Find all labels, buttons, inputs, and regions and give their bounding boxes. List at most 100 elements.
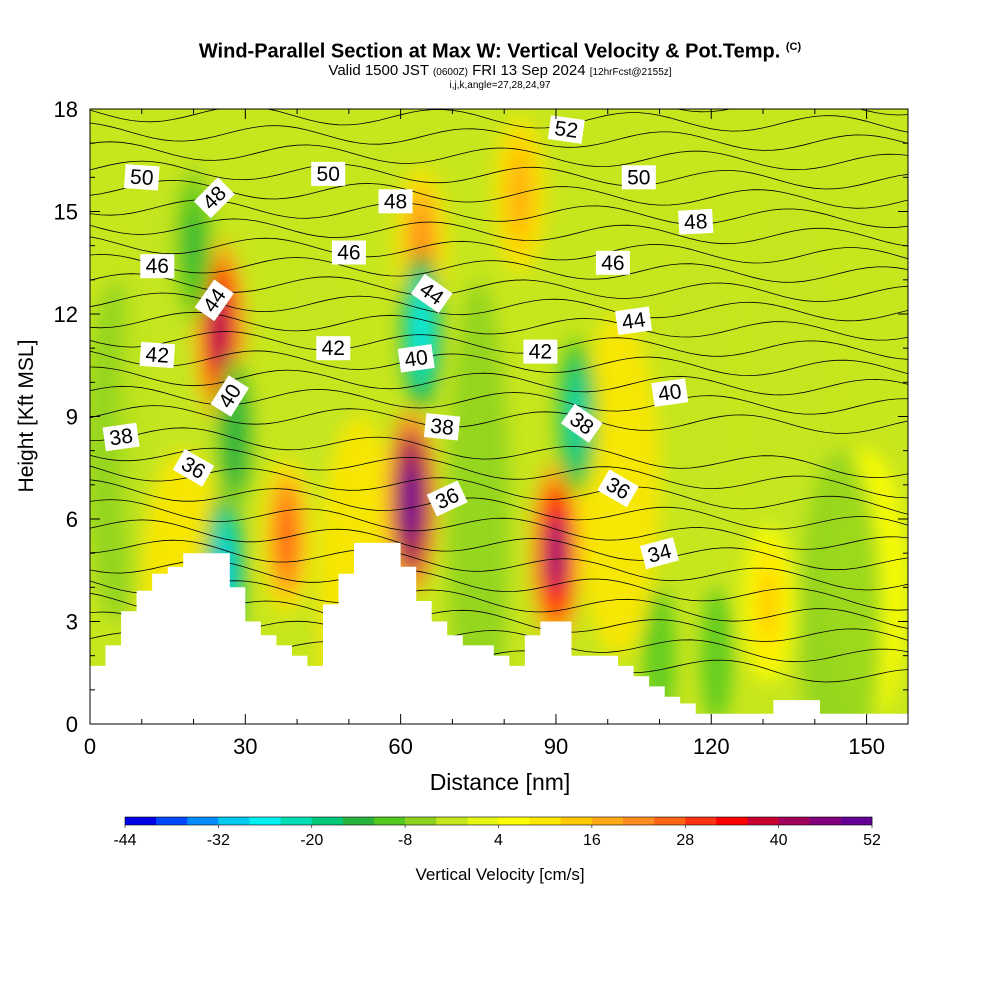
colorbar: -44 -32 -20 -8 4 16 28 40 52	[113, 816, 881, 849]
theta-label: 48	[678, 208, 714, 235]
theta-contour-line	[90, 292, 908, 322]
colorbar-swatch	[809, 817, 842, 825]
theta-label-text: 46	[146, 255, 169, 278]
chart-title: Wind-Parallel Section at Max W: Vertical…	[198, 40, 802, 63]
updraft-cell-core	[511, 161, 528, 228]
colorbar-swatch	[840, 817, 873, 825]
colorbar-swatch	[747, 817, 779, 825]
x-tick-label: 120	[693, 734, 730, 759]
theta-label: 42	[139, 341, 176, 369]
x-tick-label: 150	[848, 734, 885, 759]
colorbar-swatch	[218, 817, 250, 825]
field-band	[700, 587, 732, 724]
colorbar-tick-label: 16	[583, 832, 601, 849]
theta-contour-line	[90, 160, 908, 190]
theta-label-text: 48	[384, 190, 407, 213]
colorbar-swatch	[125, 817, 157, 825]
downdraft-cell-core	[187, 212, 201, 279]
theta-contour-line	[90, 350, 908, 377]
y-tick-label: 0	[66, 712, 78, 737]
colorbar-swatch	[405, 817, 437, 825]
theta-label-text: 40	[403, 346, 429, 372]
theta-label: 50	[124, 164, 160, 191]
theta-label-box	[560, 403, 603, 443]
theta-label: 38	[102, 422, 140, 452]
colorbar-swatch	[374, 817, 406, 825]
x-tick-label: 90	[544, 734, 568, 759]
theta-label-text: 50	[129, 166, 154, 191]
colorbar-swatch	[187, 817, 219, 825]
colorbar-swatch	[685, 817, 717, 825]
theta-label-text: 46	[601, 252, 624, 275]
theta-label-text: 46	[337, 242, 360, 265]
theta-label-box	[193, 177, 235, 219]
theta-label-box	[331, 240, 366, 265]
updraft-cell-core	[402, 463, 419, 541]
theta-contour-line	[90, 122, 908, 151]
colorbar-tick-label: -32	[207, 832, 230, 849]
colorbar-tick-label: 28	[676, 832, 694, 849]
theta-contour-line	[90, 405, 908, 434]
x-tick-label: 60	[388, 734, 412, 759]
theta-label-text: 40	[657, 380, 683, 406]
colorbar-tick-label: 40	[770, 832, 788, 849]
theta-label-box	[102, 422, 140, 452]
theta-label-box	[621, 165, 656, 190]
theta-label: 40	[651, 378, 689, 407]
y-tick-label: 3	[66, 610, 78, 635]
theta-label-box	[172, 448, 215, 487]
theta-label-box	[595, 250, 630, 275]
x-tick-label: 30	[233, 734, 257, 759]
colorbar-tick-label: -8	[398, 832, 412, 849]
theta-label-box	[523, 339, 558, 364]
updraft-cell-core	[278, 503, 295, 570]
theta-contour-line	[90, 236, 908, 264]
theta-label-text: 52	[553, 117, 579, 143]
theta-contours	[90, 109, 908, 683]
theta-label-box	[378, 189, 413, 214]
theta-label-box	[678, 208, 714, 235]
theta-contour-line	[90, 141, 908, 171]
theta-label: 42	[316, 336, 351, 361]
theta-contour-line	[90, 331, 908, 360]
x-axis-label: Distance [nm]	[430, 769, 571, 795]
theta-contour-line	[90, 427, 908, 479]
grid-info: i,j,k,angle=27,28,24,97	[449, 79, 551, 91]
theta-label-text: 38	[108, 424, 134, 450]
theta-label: 48	[378, 189, 413, 214]
colorbar-swatch	[342, 817, 375, 825]
theta-label-box	[210, 375, 249, 417]
colorbar-swatch	[654, 817, 686, 825]
theta-contour-line	[90, 465, 908, 515]
theta-label-box	[410, 273, 453, 314]
theta-label-text: 42	[322, 337, 345, 360]
y-tick-label: 12	[54, 302, 78, 327]
chart-subtitle: Valid 1500 JST (0600Z) FRI 13 Sep 2024 […	[328, 61, 672, 79]
theta-label-box	[316, 336, 351, 361]
colorbar-tick-label: 4	[494, 832, 503, 849]
y-tick-label: 15	[54, 200, 78, 225]
theta-contour-line	[90, 109, 908, 133]
updraft-cell-core	[547, 514, 564, 592]
colorbar-swatch	[591, 817, 624, 825]
theta-label: 34	[639, 537, 680, 570]
colorbar-label: Vertical Velocity [cm/s]	[415, 865, 584, 884]
colorbar-swatch	[467, 817, 499, 825]
field-band	[447, 279, 510, 724]
y-tick-label: 6	[66, 507, 78, 532]
x-tick-label: 0	[84, 734, 96, 759]
updraft-cell-core	[760, 571, 777, 638]
theta-label-box	[423, 413, 461, 441]
colorbar-tick-label: -20	[300, 832, 323, 849]
colorbar-swatch	[529, 817, 562, 825]
theta-label-box	[547, 115, 585, 144]
theta-label-box	[639, 537, 680, 570]
colorbar-swatch	[716, 817, 748, 825]
theta-contour-line	[90, 253, 908, 283]
theta-label-box	[194, 279, 234, 322]
colorbar-swatch	[249, 817, 281, 825]
field-band	[669, 211, 732, 554]
field-band	[747, 177, 831, 588]
colorbar-swatch	[156, 817, 188, 825]
theta-label-text: 42	[145, 343, 170, 368]
